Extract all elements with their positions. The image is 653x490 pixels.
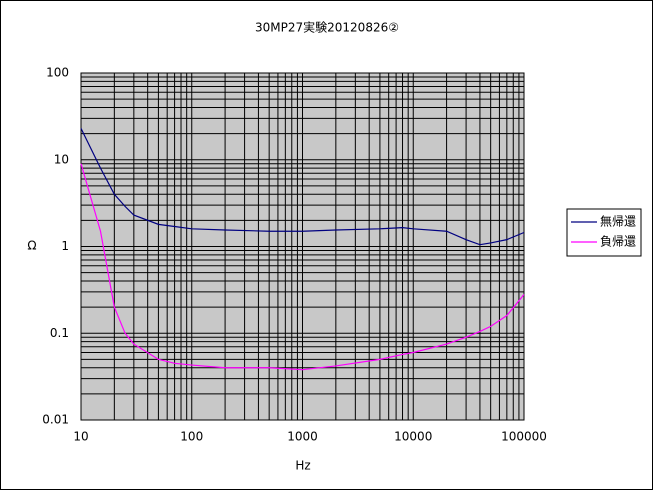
x-tick-label: 100 xyxy=(180,430,203,444)
line-series xyxy=(80,163,525,371)
y-tick-label: 100 xyxy=(46,66,69,80)
chart-title: 30MP27実験20120826② xyxy=(255,20,399,35)
legend-label: 負帰還 xyxy=(600,235,636,249)
y-tick-label: 0.1 xyxy=(50,326,69,340)
x-tick-label: 100000 xyxy=(501,430,547,444)
y-tick-label: 1 xyxy=(61,239,69,253)
line-series xyxy=(80,128,525,246)
x-axis-label: Hz xyxy=(295,459,310,473)
plot-border xyxy=(80,72,525,421)
y-tick-label: 0.01 xyxy=(42,413,69,427)
y-tick-label: 10 xyxy=(54,152,69,166)
y-axis-label: Ω xyxy=(27,239,36,253)
legend-box xyxy=(566,208,642,257)
x-tick-label: 1000 xyxy=(287,430,318,444)
legend-label: 無帰還 xyxy=(600,214,636,229)
x-tick-label: 10 xyxy=(73,430,88,444)
x-tick-label: 10000 xyxy=(394,430,432,444)
